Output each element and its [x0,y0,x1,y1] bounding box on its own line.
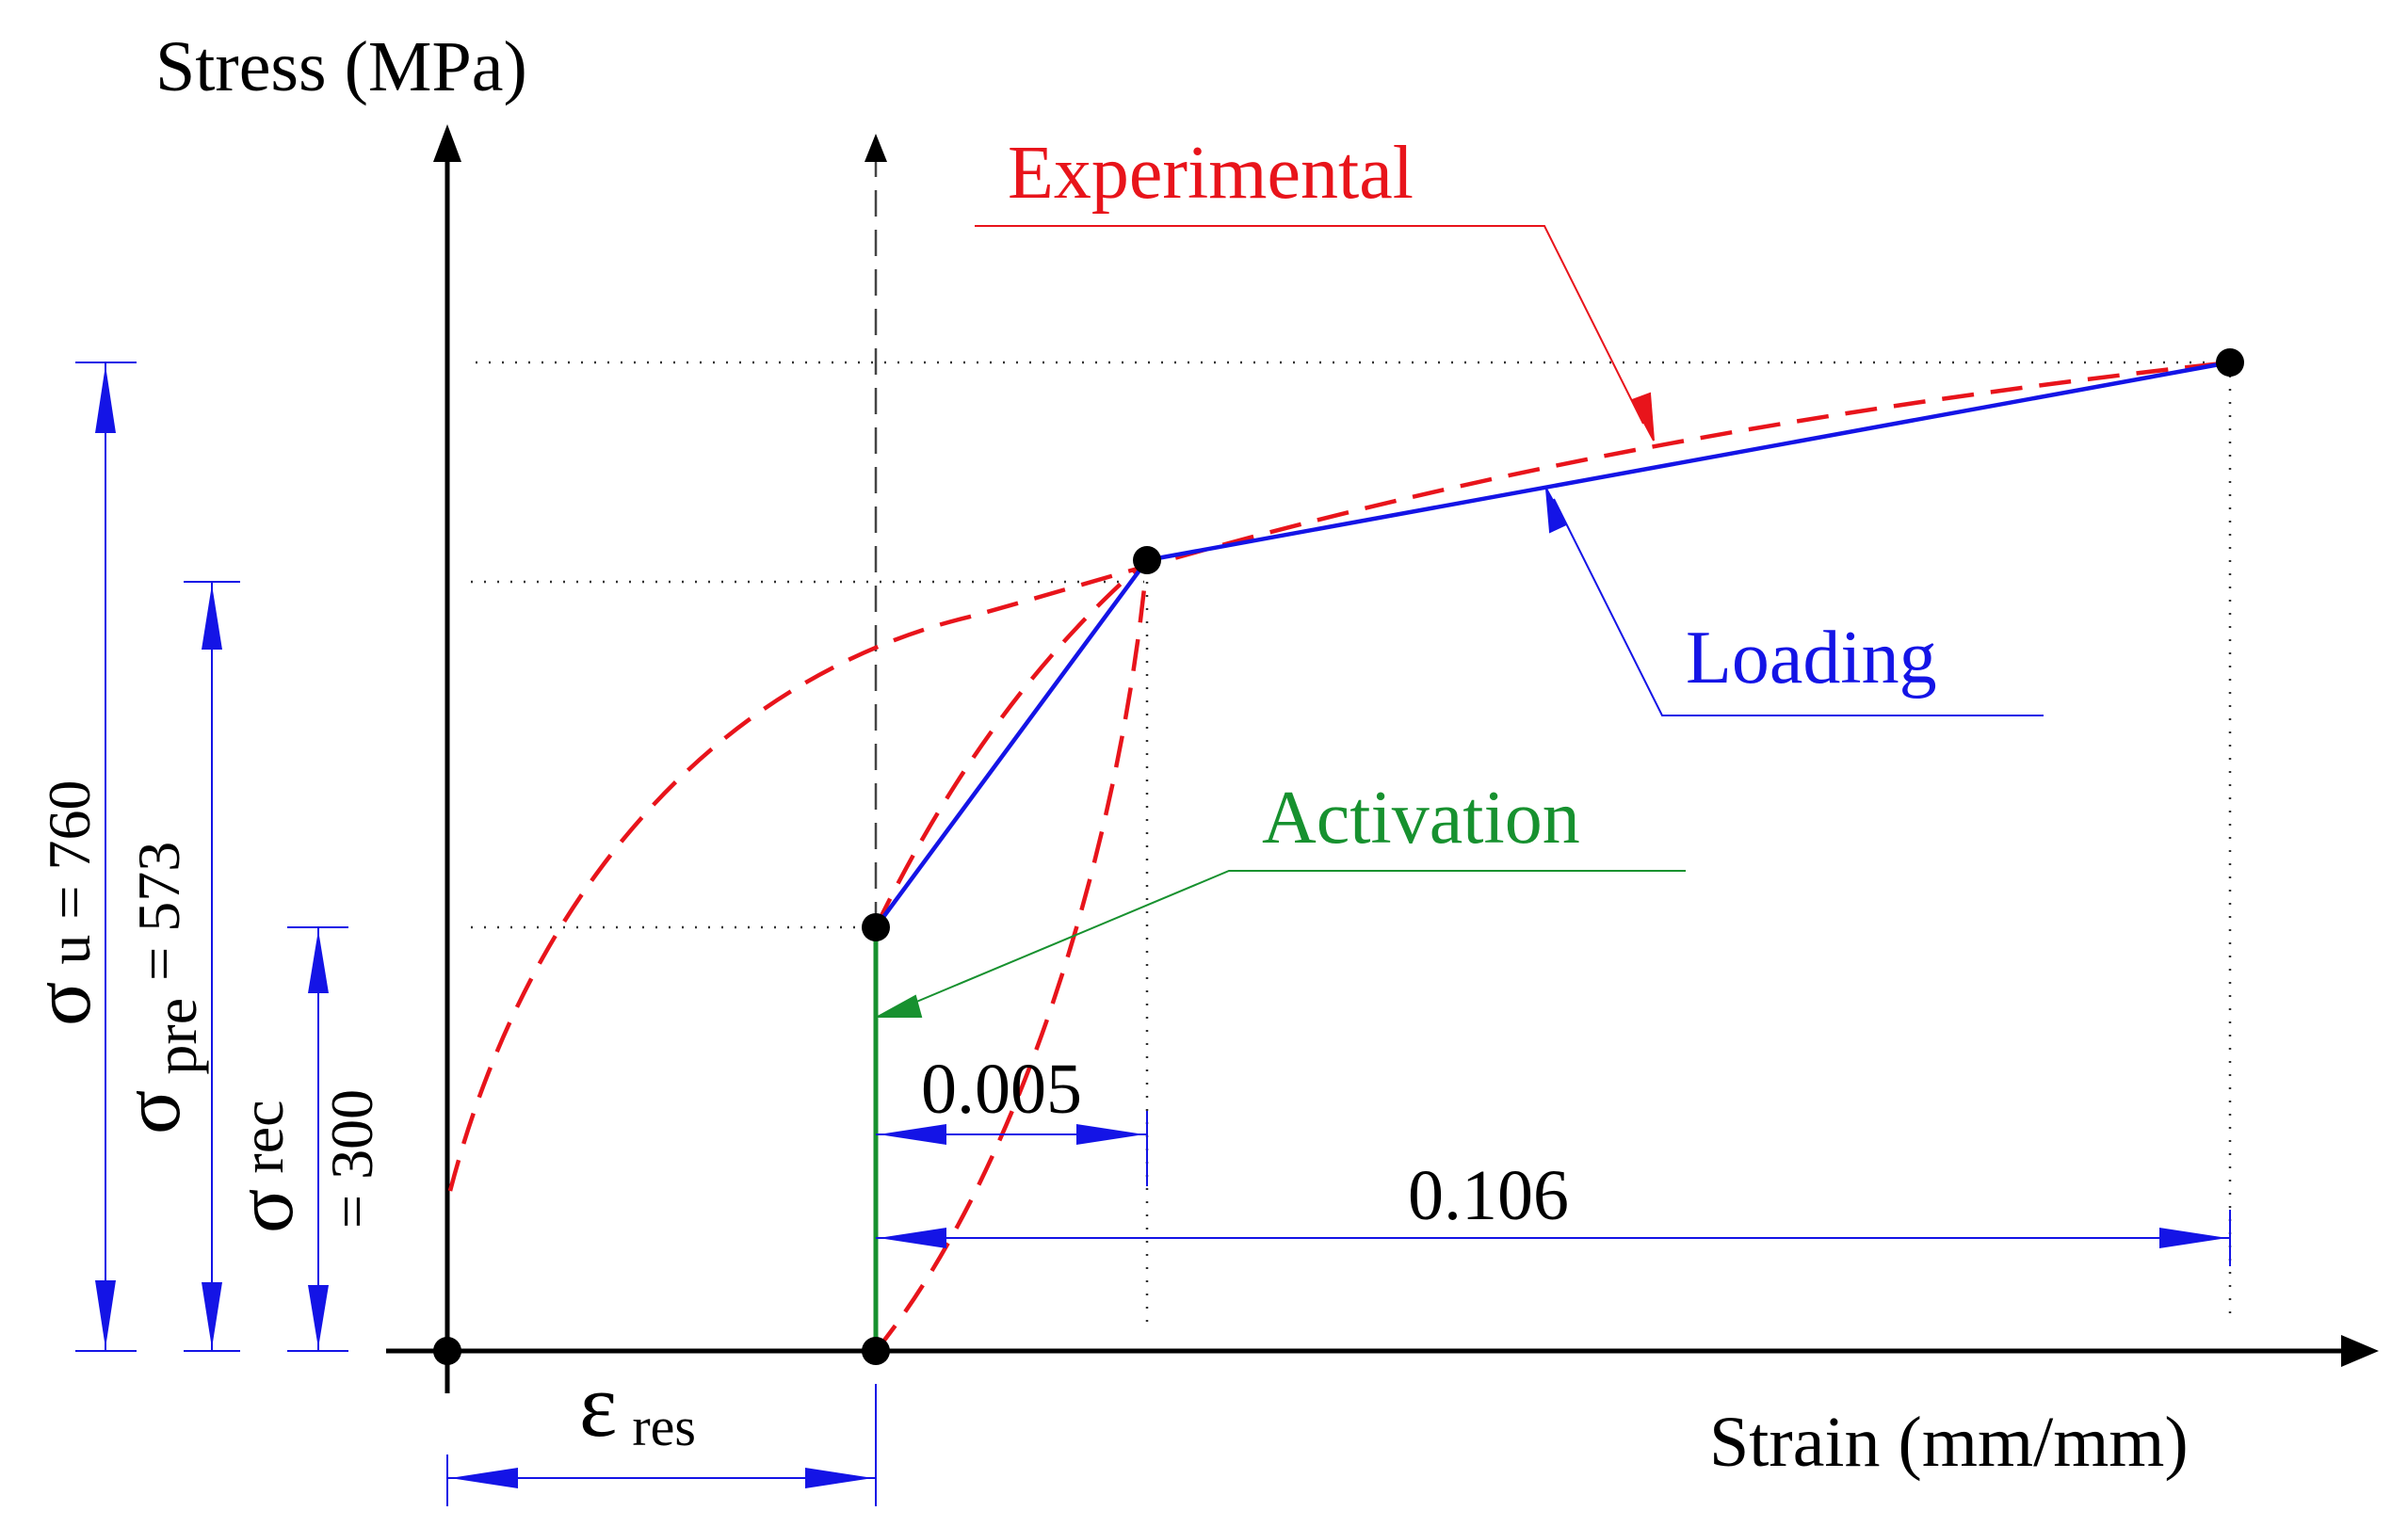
activation-label: Activation [1262,777,1580,860]
experimental-curve-reload-upper [873,558,1149,928]
dim-epsilon-res [446,1384,877,1506]
sigma-rec-value-label: = 300 [318,1089,385,1229]
experimental-curve-main [447,360,2231,1192]
loading-segment-2 [1146,360,2231,563]
guide-lines [471,361,2232,1323]
sigma-u-subscript: u [36,935,103,965]
dim-sigma-pre [184,581,240,1352]
epsilon-subscript: res [632,1396,696,1457]
loading-path [874,360,2231,929]
sigma-u-symbol: σ [17,982,108,1026]
svg-text:σ rec: σ rec [219,1100,311,1233]
dim-sigma-rec [287,926,348,1352]
experimental-curves [447,360,2231,1353]
sigma-pre-value: = 573 [125,842,192,981]
sigma-u-label: σ u = 760 [17,780,108,1026]
experimental-leader-arrow-icon [1630,392,1655,442]
dim-strain-0-005 [876,1111,1148,1186]
point-ultimate [2216,348,2244,377]
activation-leader [884,870,1686,1016]
key-points [433,348,2244,1365]
activation-leader-arrow-icon [877,994,923,1018]
labels: Stress (MPa) Strain (mm/mm) Experimental… [17,27,2189,1482]
point-residual-strain [862,1337,890,1365]
dimension-lines [75,362,2231,1506]
dim-label-0-106: 0.106 [1408,1156,1569,1235]
experimental-leader [975,225,1644,425]
experimental-curve-recovery [874,559,1150,1353]
dim-sigma-u [75,362,137,1352]
epsilon-symbol: ε [579,1355,617,1455]
loading-leader [1553,498,2044,716]
axes [386,124,2379,1393]
experimental-label: Experimental [1008,132,1414,215]
loading-label: Loading [1686,617,1937,699]
y-axis-label: Stress (MPa) [155,27,527,106]
sigma-rec-label: σ rec [219,1100,311,1233]
sigma-pre-label: σ pre = 573 [106,842,209,1134]
loading-leader-arrow-icon [1545,488,1568,534]
point-origin [433,1337,461,1365]
y-axis-arrow-icon [433,124,461,162]
sigma-rec-value: = 300 [318,1089,385,1229]
sigma-pre-symbol: σ [106,1090,198,1134]
leaders [877,225,2044,1018]
sigma-pre-subscript: pre [142,998,209,1075]
x-axis-arrow-icon [2341,1335,2379,1367]
dim-label-0-005: 0.005 [921,1050,1082,1129]
sigma-rec-subscript: rec [229,1100,296,1173]
sigma-rec-symbol: σ [219,1189,311,1233]
svg-text:σ pre = 573: σ pre = 573 [106,842,209,1134]
point-prestrain [1133,546,1161,574]
loading-segment-1 [874,558,1149,929]
x-axis-label: Strain (mm/mm) [1709,1403,2189,1482]
epsilon-res-label: ε res [579,1355,696,1457]
point-recovery-stress [862,913,890,941]
sigma-u-value: = 760 [36,780,103,919]
svg-text:σ u = 760: σ u = 760 [17,780,108,1026]
dim-strain-0-106 [876,1210,2231,1266]
